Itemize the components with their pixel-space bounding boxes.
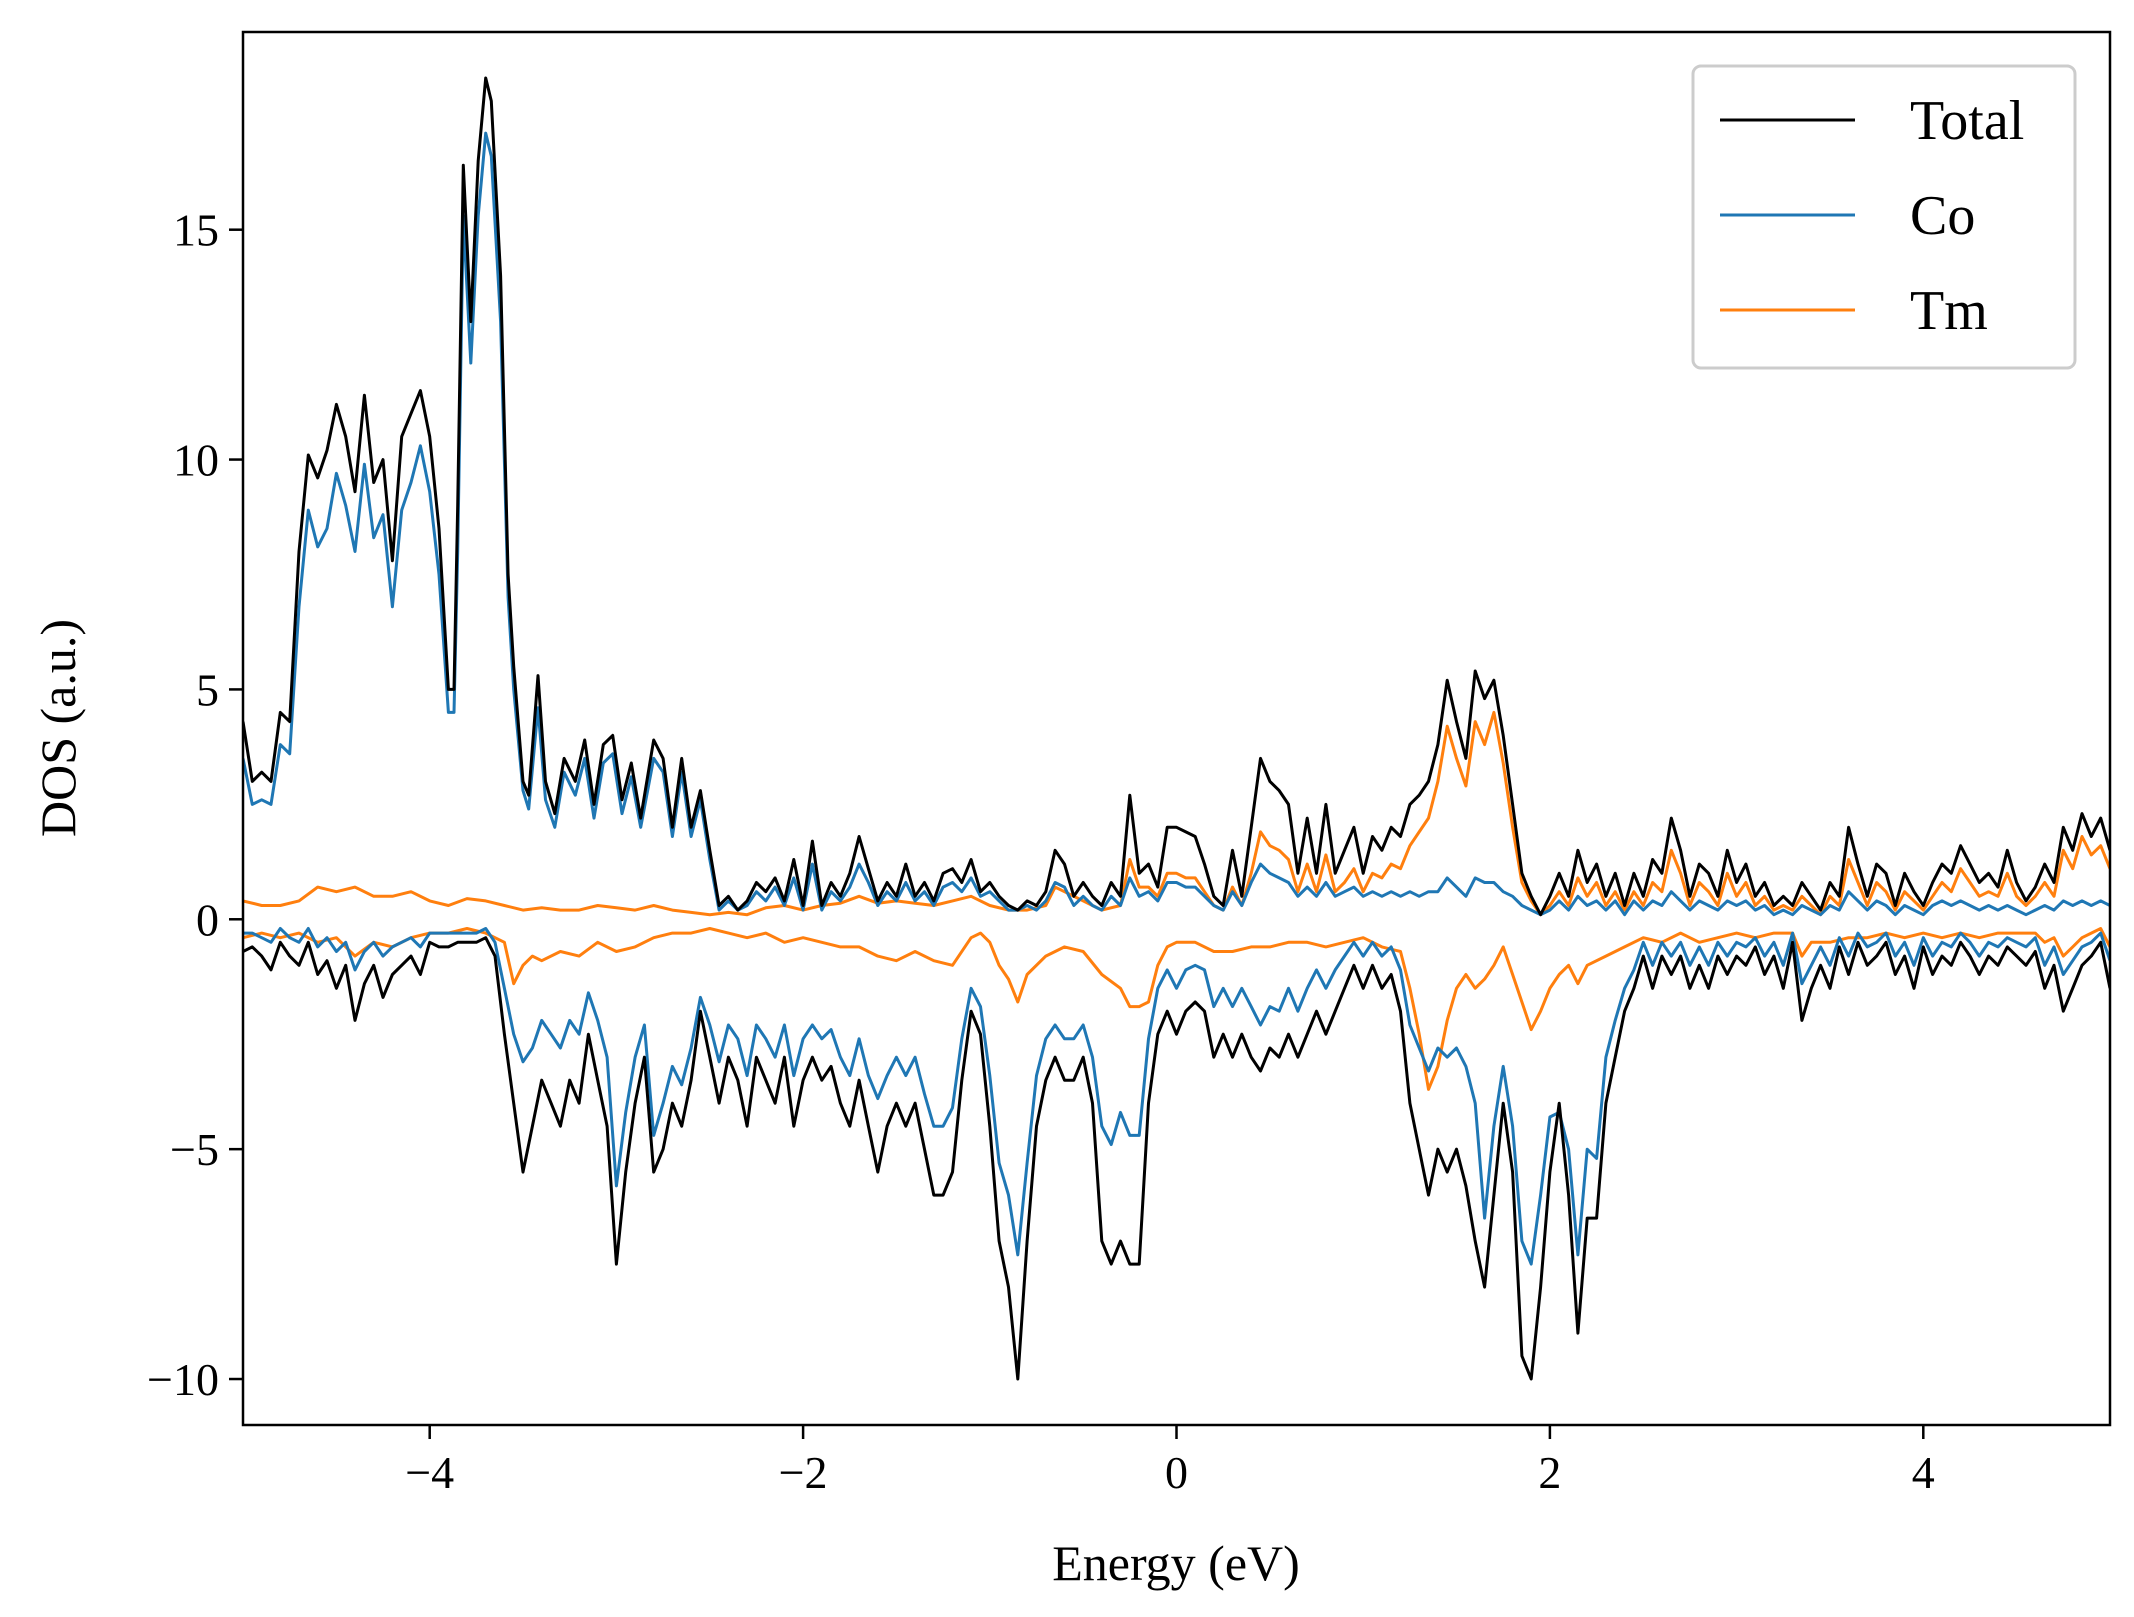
x-tick-label: −4 xyxy=(405,1447,454,1498)
y-axis-title: DOS (a.u.) xyxy=(30,619,86,837)
series-line-co-down xyxy=(243,927,2110,1266)
y-tick-label: 5 xyxy=(196,664,219,715)
legend-box xyxy=(1691,64,2077,370)
x-tick-label: −2 xyxy=(779,1447,828,1498)
x-tick-label: 2 xyxy=(1538,1447,1561,1498)
y-axis: −10 −5 0 5 10 15 xyxy=(147,205,243,1405)
x-axis: −4 −2 0 2 4 xyxy=(405,1425,1935,1498)
series-line-total-down xyxy=(243,936,2110,1381)
legend-label-tm: Tm xyxy=(1910,280,1988,342)
series-line-tm-up xyxy=(243,710,2110,917)
x-tick-label: 4 xyxy=(1912,1447,1935,1498)
series-layer xyxy=(243,76,2110,1381)
y-tick-label: −10 xyxy=(147,1354,219,1405)
legend: Total Co Tm xyxy=(1691,64,2077,370)
x-axis-title: Energy (eV) xyxy=(1052,1535,1300,1591)
y-tick-label: 10 xyxy=(173,435,219,486)
x-tick-label: 0 xyxy=(1165,1447,1188,1498)
y-tick-label: 15 xyxy=(173,205,219,256)
legend-label-total: Total xyxy=(1910,90,2024,152)
y-tick-label: 0 xyxy=(196,894,219,945)
y-tick-label: −5 xyxy=(170,1124,219,1175)
series-line-co-up xyxy=(243,131,2110,917)
legend-label-co: Co xyxy=(1910,185,1975,247)
series-line-total-up xyxy=(243,76,2110,917)
series-line-tm-down xyxy=(243,927,2110,1091)
